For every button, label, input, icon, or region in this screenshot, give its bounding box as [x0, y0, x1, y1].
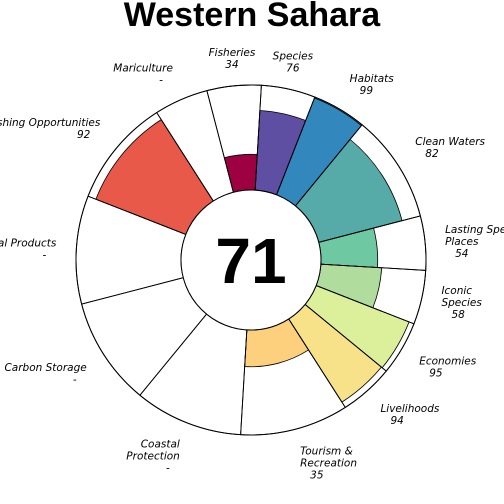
label-lasting-special-places: Lasting SpecialPlaces54 [445, 224, 504, 260]
label-species: Species 76 [273, 51, 314, 75]
label-coastal-protection: Coastal Protection - [126, 439, 180, 475]
petal-layer [95, 97, 410, 403]
label-layer: Natural Products- Artisanal Fishing Oppor… [0, 47, 504, 482]
label-habitats: Habitats 99 [350, 73, 395, 97]
label-tourism-recreation: Tourism & Recreation 35 [300, 446, 357, 482]
label-clean-waters: Clean Waters 82 [415, 136, 485, 160]
petal-fisheries [223, 153, 258, 193]
label-mariculture: Mariculture - [113, 62, 173, 86]
label-fisheries: Fisheries 34 [209, 47, 256, 71]
label-natural-products: Natural Products- [0, 237, 57, 261]
chart-title: Western Sahara [124, 0, 381, 34]
outer-ring [75, 84, 427, 436]
label-economies: Economies 95 [419, 356, 477, 380]
label-iconic-species: Iconic Species 58 [441, 285, 482, 321]
overall-score: 71 [215, 225, 286, 297]
center-disc [180, 189, 322, 331]
petal-outline-coastal-protection [139, 313, 248, 436]
label-carbon-storage: Carbon Storage - [4, 362, 86, 386]
petal-outline-carbon-storage [81, 277, 208, 396]
label-livelihoods: Livelihoods 94 [380, 403, 439, 427]
